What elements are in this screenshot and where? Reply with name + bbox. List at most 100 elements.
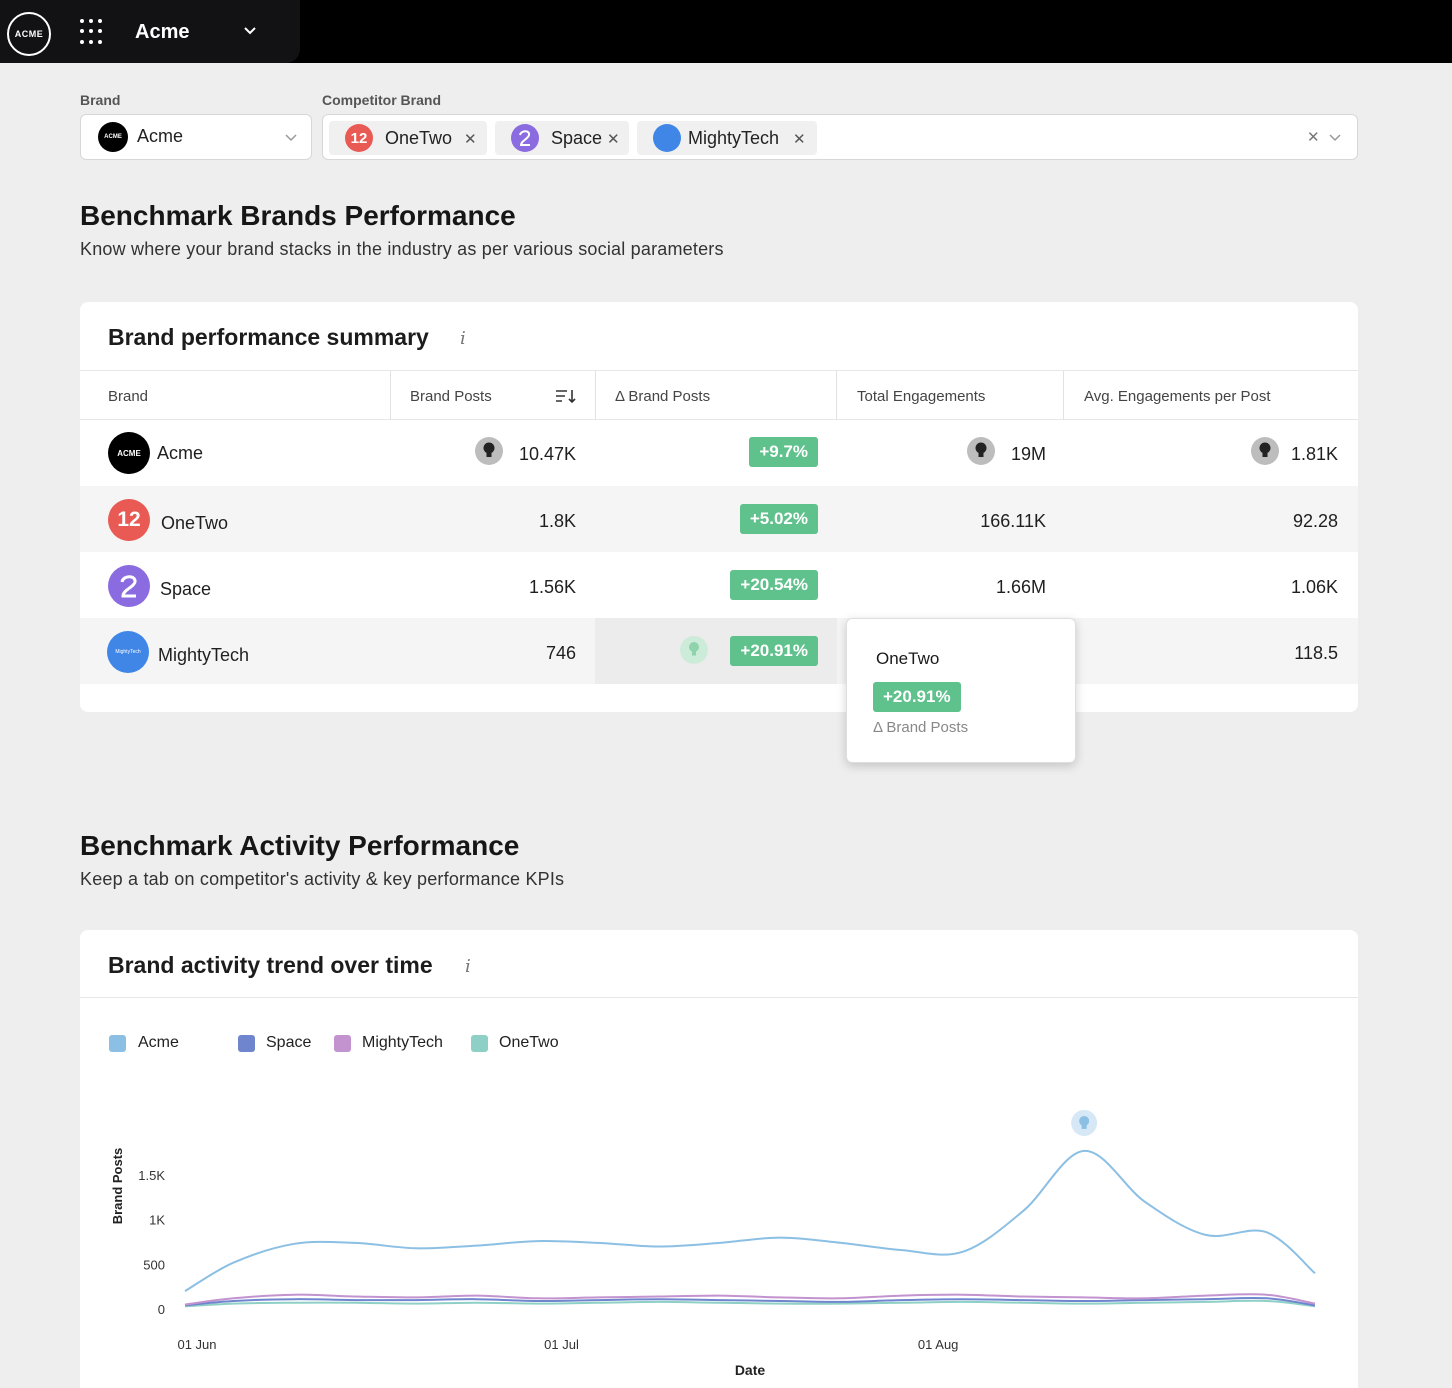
delta-badge: +20.54%	[730, 570, 818, 600]
chevron-down-icon[interactable]	[284, 131, 298, 145]
competitor-chip-mightytech: MightyTech ✕	[637, 121, 817, 155]
legend-label: MightyTech	[362, 1034, 443, 1051]
brand-name: OneTwo	[161, 513, 229, 533]
x-tick-label: 01 Jun	[177, 1337, 216, 1352]
table-row[interactable]: MightyTech MightyTech 746 +20.91% 118.5	[80, 618, 1358, 684]
close-icon[interactable]: ✕	[464, 131, 477, 148]
y-axis-label: Brand Posts	[110, 1148, 125, 1225]
lightbulb-bulb	[1079, 1115, 1090, 1126]
competitor-chip-space: Space ✕	[495, 121, 629, 155]
card-title: Brand activity trend over time	[108, 952, 433, 978]
lightbulb-icon[interactable]	[967, 437, 995, 465]
section-subtitle-activity: Keep a tab on competitor's activity & ke…	[80, 869, 565, 889]
chip-label: OneTwo	[385, 128, 453, 148]
legend-label: Acme	[138, 1034, 179, 1051]
total-engagements-value: 19M	[1010, 444, 1046, 464]
chip-label: MightyTech	[688, 128, 780, 148]
info-icon[interactable]: i	[465, 956, 471, 977]
chevron-down-icon[interactable]	[243, 24, 257, 38]
top-bar: ACME Acme	[0, 0, 1452, 63]
brand-select-value: Acme	[137, 126, 184, 146]
column-header-total-engagements[interactable]: Total Engagements	[857, 388, 986, 405]
x-tick-label: 01 Jul	[544, 1337, 579, 1352]
acme-logo: ACME	[108, 432, 150, 474]
series-line-acme[interactable]	[184, 1149, 1316, 1292]
column-header-delta-brand-posts[interactable]: Δ Brand Posts	[615, 388, 711, 405]
brand-posts-value: 1.56K	[528, 577, 576, 597]
value-tooltip: OneTwo +20.91% Δ Brand Posts	[846, 618, 1076, 763]
column-header-avg-engagements[interactable]: Avg. Engagements per Post	[1084, 388, 1271, 405]
section-title-activity: Benchmark Activity Performance	[80, 830, 520, 861]
x-tick-label: 01 Aug	[918, 1337, 959, 1352]
brand-posts-value: 746	[545, 643, 576, 663]
table-row[interactable]: ACME Acme 10.47K +9.7% 19M 1.81K	[80, 420, 1358, 486]
legend-swatch	[238, 1035, 255, 1052]
competitor-filter-label: Competitor Brand	[322, 92, 441, 108]
brand-posts-value: 1.8K	[538, 511, 576, 531]
avg-engagements-value: 92.28	[1292, 511, 1338, 531]
space-logo	[511, 124, 539, 152]
legend-label: OneTwo	[499, 1034, 559, 1051]
total-engagements-value: 166.11K	[980, 511, 1046, 531]
section-subtitle-brands: Know where your brand stacks in the indu…	[80, 239, 724, 259]
legend-swatch	[334, 1035, 351, 1052]
onetwo-logo: 12	[108, 499, 150, 541]
brand-name: Space	[160, 579, 212, 599]
trend-chart: 0 500 1K 1.5K 01 Jun 01 Jul 01 Aug Brand Post…	[110, 1109, 1316, 1378]
sort-icon[interactable]	[555, 388, 577, 404]
acme-logo: ACME	[7, 12, 51, 56]
avg-engagements-value: 1.06K	[1290, 577, 1338, 597]
close-icon[interactable]: ✕	[607, 131, 620, 148]
y-tick-label: 1K	[149, 1213, 165, 1228]
tooltip-delta-badge: +20.91%	[873, 682, 961, 712]
avg-engagements-value: 1.81K	[1290, 444, 1338, 464]
apps-grid-icon[interactable]	[80, 19, 106, 45]
brand-select[interactable]: ACME Acme	[80, 114, 312, 160]
brand-name: Acme	[157, 443, 204, 463]
mightytech-logo	[653, 124, 681, 152]
brand-posts-value: 10.47K	[518, 444, 576, 464]
legend-swatch	[471, 1035, 488, 1052]
info-icon[interactable]: i	[460, 328, 466, 349]
competitor-select[interactable]: 12 OneTwo ✕ Space ✕ MightyTech ✕ ✕	[322, 114, 1358, 160]
lightbulb-icon[interactable]	[680, 636, 708, 664]
clear-all-icon[interactable]: ✕	[1307, 129, 1320, 146]
org-name: Acme	[135, 21, 190, 43]
legend-label: Space	[266, 1034, 312, 1051]
lightbulb-icon[interactable]	[475, 437, 503, 465]
delta-badge: +9.7%	[749, 437, 818, 467]
competitor-chip-onetwo: 12 OneTwo ✕	[329, 121, 487, 155]
series-line-space[interactable]	[184, 1296, 1316, 1307]
y-tick-label: 500	[143, 1257, 165, 1272]
tooltip-metric: Δ Brand Posts	[873, 719, 969, 736]
chevron-down-icon[interactable]	[1328, 131, 1342, 145]
onetwo-logo: 12	[345, 124, 373, 152]
close-icon[interactable]: ✕	[793, 131, 806, 148]
delta-badge: +20.91%	[730, 636, 818, 666]
column-header-brand-posts[interactable]: Brand Posts	[410, 388, 492, 405]
legend-swatch	[109, 1035, 126, 1052]
series-line-onetwo[interactable]	[184, 1299, 1316, 1308]
lightbulb-base	[1081, 1124, 1087, 1129]
avg-engagements-value: 118.5	[1294, 643, 1338, 663]
delta-badge: +5.02%	[739, 504, 818, 534]
brand-performance-summary-card: Brand performance summary i Brand Brand …	[80, 302, 1358, 712]
mightytech-logo: MightyTech	[107, 631, 149, 673]
lightbulb-icon[interactable]	[1251, 437, 1279, 465]
space-logo	[108, 565, 150, 607]
total-engagements-value: 1.66M	[995, 577, 1046, 597]
brand-activity-trend-card: Brand activity trend over time i	[80, 930, 1358, 1388]
acme-logo: ACME	[98, 122, 128, 152]
y-tick-label: 0	[158, 1302, 165, 1317]
table-header: Brand Brand Posts Δ Brand Posts Total En…	[80, 370, 1358, 420]
table-row[interactable]: 12 OneTwo 1.8K +5.02% 166.11K 92.28	[80, 486, 1358, 552]
org-switcher[interactable]: ACME Acme	[0, 0, 300, 63]
x-axis-label: Date	[735, 1362, 766, 1378]
series-line-mightytech[interactable]	[184, 1293, 1316, 1306]
column-header-brand[interactable]: Brand	[108, 388, 149, 405]
table-row[interactable]: Space 1.56K +20.54% 1.66M 1.06K	[80, 552, 1358, 618]
section-title-brands: Benchmark Brands Performance	[80, 200, 516, 231]
y-tick-label: 1.5K	[138, 1168, 165, 1183]
brand-filter-label: Brand	[80, 92, 121, 108]
brand-name: MightyTech	[158, 645, 250, 665]
